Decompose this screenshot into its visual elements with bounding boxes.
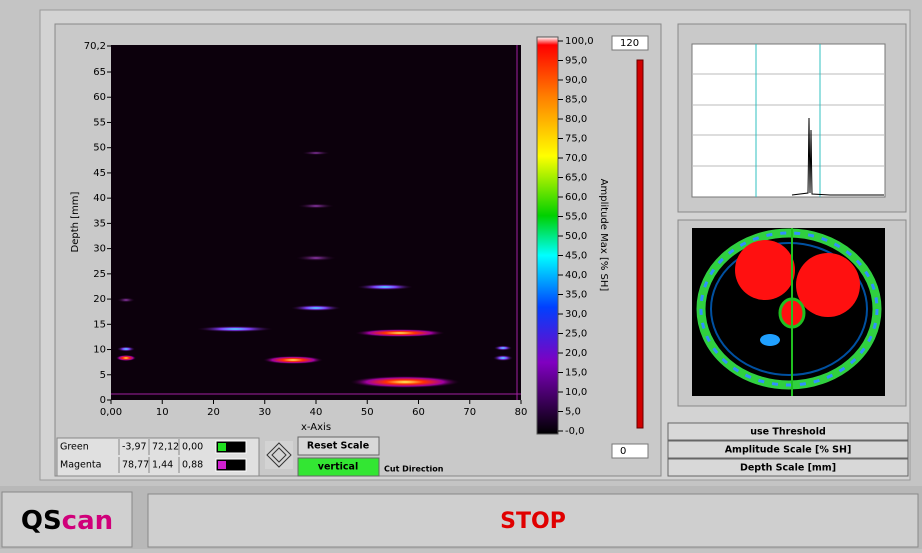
stop-label: STOP [500,509,566,534]
y-tick-label: 5 [100,370,106,381]
y-axis-title: Depth [mm] [70,191,81,252]
colorbar-tick-label: 70,0 [565,153,587,164]
colorbar-tick-label: 15,0 [565,368,587,379]
colorbar [537,37,558,434]
colorbar-tick-label: 90,0 [565,75,587,86]
y-tick-label: 55 [93,117,106,128]
cursor-color [218,443,226,451]
x-tick-label: 40 [310,407,323,418]
cursor-y: 72,12 [152,442,179,453]
colorbar-tick-label: 55,0 [565,212,587,223]
min-value: 0 [620,446,626,457]
y-tick-label: 0 [100,395,106,406]
y-tick-label: 20 [93,294,106,305]
cursor-x: 78,77 [122,460,149,471]
y-tick-label: 45 [93,168,106,179]
y-tick-label: 65 [93,67,106,78]
x-tick-label: 0,00 [100,407,122,418]
x-tick-label: 80 [515,407,528,418]
cscan-blob [735,240,795,300]
cut-direction-value: vertical [318,462,358,473]
echo [116,355,136,361]
cut-direction-label: Cut Direction [384,465,444,474]
cscan-blob [796,253,860,317]
x-tick-label: 10 [156,407,169,418]
logo: QScan [21,506,113,536]
colorbar-tick-label: 75,0 [565,134,587,145]
colorbar-tick-label: 30,0 [565,309,587,320]
cursor-x: -3,97 [122,442,147,453]
y-tick-label: 25 [93,269,106,280]
depth-scale-label: Depth Scale [mm] [740,463,836,474]
logo-part: QS [21,506,62,536]
y-tick-label: 60 [93,92,106,103]
amplitude-scale-label: Amplitude Scale [% SH] [725,445,852,456]
colorbar-tick-label: 25,0 [565,329,587,340]
page: Depth [mm] x-Axis Amplitude Max [% SH] 1… [0,0,922,549]
echo [263,356,323,364]
y-tick-label: 50 [93,143,106,154]
echo [291,305,341,311]
colorbar-tick-label: 80,0 [565,114,587,125]
x-tick-label: 50 [361,407,374,418]
echo [302,151,330,155]
logo-part: can [62,506,113,536]
colorbar-tick-label: 5,0 [565,407,581,418]
colorbar-tick-label: -0,0 [565,426,585,437]
ascan-plot [692,44,885,197]
echo [350,376,460,388]
reset-scale-label: Reset Scale [307,441,369,452]
echo [494,346,512,351]
echo [117,347,135,352]
use-threshold-label: use Threshold [750,427,826,438]
bscan-plot [111,45,521,400]
y-tick-label: 30 [93,244,106,255]
cursor-z: 0,88 [182,460,203,471]
x-axis-title: x-Axis [301,422,331,433]
colorbar-tick-label: 95,0 [565,56,587,67]
echo [298,204,334,209]
colorbar-tick-label: 10,0 [565,387,587,398]
echo [357,284,413,290]
colorbar-tick-label: 20,0 [565,348,587,359]
cursor-name: Magenta [60,460,101,471]
app-window: Depth [mm] x-Axis Amplitude Max [% SH] 1… [0,0,922,549]
cursor-z: 0,00 [182,442,203,453]
y-tick-label: 35 [93,218,106,229]
colorbar-tick-label: 40,0 [565,270,587,281]
echo [493,355,513,361]
x-tick-label: 30 [258,407,271,418]
colorbar-tick-label: 50,0 [565,231,587,242]
colorbar-title: Amplitude Max [% SH] [598,179,609,292]
cursor-table: Green -3,97 72,120,00 Magenta 78,771,44 0,88 [57,438,259,476]
colorbar-tick-label: 60,0 [565,192,587,203]
echo [296,255,336,261]
max-value: 120 [620,38,639,49]
colorbar-tick-label: 35,0 [565,290,587,301]
x-tick-label: 70 [463,407,476,418]
y-tick-label: 70,2 [84,41,106,52]
colorbar-tick-label: 85,0 [565,95,587,106]
x-tick-label: 20 [207,407,220,418]
y-tick-label: 10 [93,345,106,356]
min-control[interactable] [612,444,648,458]
x-tick-label: 60 [412,407,425,418]
range-slider[interactable] [637,60,643,428]
y-tick-label: 40 [93,193,106,204]
echo [197,326,273,332]
cursor-color [218,461,226,469]
cscan-blob [760,334,780,346]
colorbar-tick-label: 65,0 [565,173,587,184]
y-tick-label: 15 [93,319,106,330]
colorbar-tick-label: 45,0 [565,251,587,262]
echo [117,298,135,303]
echo [355,329,445,337]
cursor-y: 1,44 [152,460,173,471]
cursor-name: Green [60,442,89,453]
colorbar-tick-label: 100,0 [565,36,594,47]
cursor-move[interactable] [265,441,293,469]
